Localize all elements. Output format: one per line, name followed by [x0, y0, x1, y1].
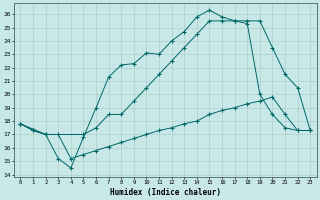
X-axis label: Humidex (Indice chaleur): Humidex (Indice chaleur): [110, 188, 221, 197]
